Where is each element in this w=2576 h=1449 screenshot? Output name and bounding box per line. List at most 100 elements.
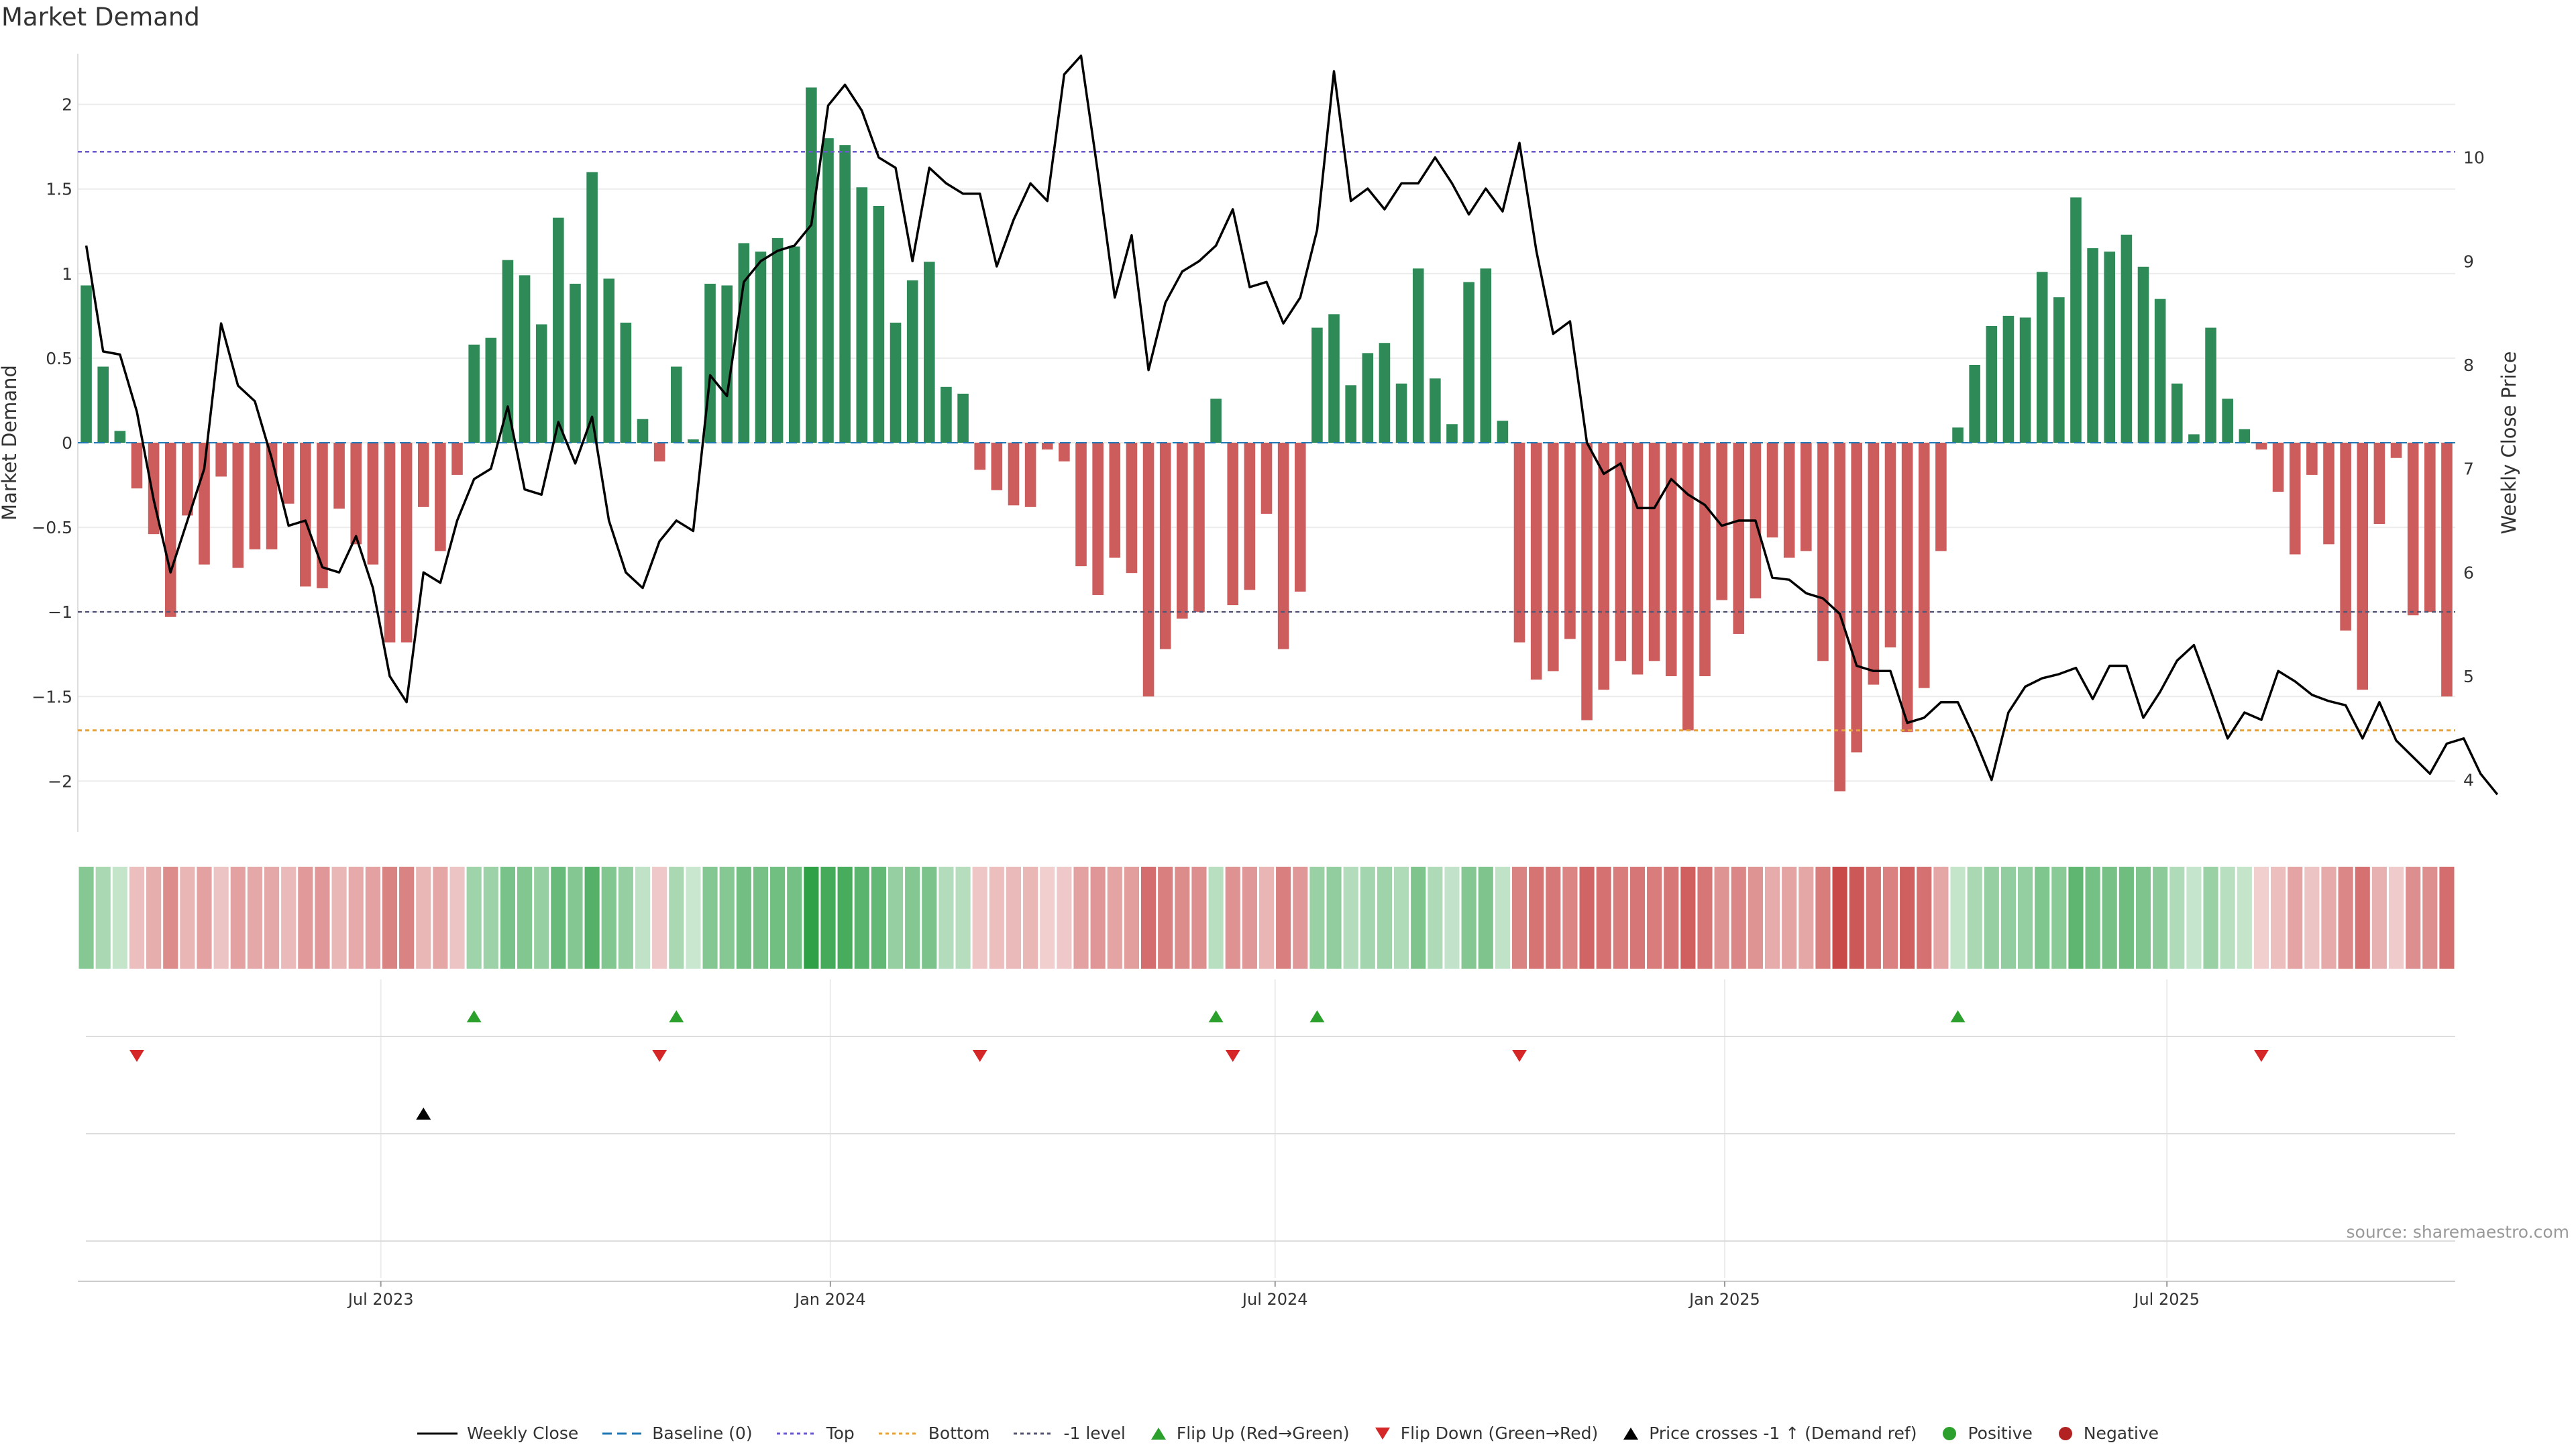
heat-cell <box>635 867 651 969</box>
demand-bar <box>2036 272 2048 443</box>
heat-cell <box>1158 867 1173 969</box>
demand-bar <box>1059 443 1070 462</box>
demand-bar <box>1075 443 1087 567</box>
heat-cell <box>382 867 398 969</box>
demand-bar <box>80 285 92 443</box>
demand-bar <box>957 393 969 443</box>
heat-cell <box>1293 867 1308 969</box>
heat-cell <box>1933 867 1949 969</box>
demand-bar <box>1159 443 1171 649</box>
heat-cell <box>1882 867 1898 969</box>
legend-item-cross: Price crosses -1 ↑ (Demand ref) <box>1622 1424 1917 1443</box>
demand-bar <box>1008 443 1020 506</box>
legend-label: Price crosses -1 ↑ (Demand ref) <box>1649 1424 1917 1443</box>
heat-cell <box>1596 867 1611 969</box>
heat-cell <box>1309 867 1325 969</box>
heat-cell <box>2153 867 2168 969</box>
heat-cell <box>1411 867 1426 969</box>
heat-cell <box>2169 867 2185 969</box>
heat-cell <box>618 867 633 969</box>
demand-bar <box>1126 443 1138 574</box>
heat-cell <box>702 867 718 969</box>
heat-cell <box>888 867 904 969</box>
demand-bar <box>553 217 564 443</box>
demand-bar <box>1345 385 1356 443</box>
heat-cell <box>804 867 819 969</box>
legend-symbol-top <box>776 1432 817 1434</box>
demand-bar <box>1362 353 1374 443</box>
heat-cell <box>2220 867 2235 969</box>
demand-bar <box>1530 443 1542 680</box>
demand-bar <box>535 324 547 443</box>
heat-cell <box>1629 867 1646 969</box>
demand-bar <box>97 366 109 443</box>
demand-bar <box>755 252 767 443</box>
y2-tick-label: 4 <box>2463 771 2474 790</box>
heat-cell <box>146 867 162 969</box>
legend-symbol-baseline <box>602 1432 643 1434</box>
demand-bar <box>2121 234 2133 443</box>
demand-bar <box>637 419 649 443</box>
demand-bar <box>1395 383 1407 443</box>
legend-symbol-weekly_close <box>417 1432 458 1434</box>
heat-cell <box>2118 867 2134 969</box>
heat-cell <box>1647 867 1662 969</box>
y-tick-label: −0.5 <box>32 518 72 537</box>
heat-cell <box>2051 867 2067 969</box>
demand-bar <box>1328 314 1340 443</box>
heat-cell <box>1529 867 1544 969</box>
demand-bar <box>1766 443 1778 538</box>
heat-cell <box>1444 867 1460 969</box>
heat-cell <box>1764 867 1780 969</box>
heat-cell <box>1579 867 1595 969</box>
heat-cell <box>1225 867 1240 969</box>
demand-bar <box>215 443 227 477</box>
heat-cell <box>416 867 431 969</box>
heat-cell <box>736 867 751 969</box>
demand-bar <box>2188 434 2200 443</box>
demand-bar <box>282 443 294 504</box>
heat-cell <box>1073 867 1089 969</box>
heat-cell <box>922 867 937 969</box>
heat-cell <box>1394 867 1409 969</box>
heat-cell <box>78 867 94 969</box>
heat-cell <box>2135 867 2151 969</box>
heat-cell <box>281 867 297 969</box>
heat-cell <box>2035 867 2050 969</box>
chart-title: Market Demand <box>1 3 200 32</box>
legend-item-flip_up: Flip Up (Red→Green) <box>1150 1424 1350 1443</box>
demand-bar <box>2340 443 2351 631</box>
flip-up-marker <box>1309 1010 1325 1022</box>
demand-bar <box>2104 252 2116 443</box>
y-tick-label: 1.5 <box>46 180 72 199</box>
heat-cell <box>213 867 229 969</box>
heat-cell <box>1124 867 1139 969</box>
heat-cell <box>1799 867 1814 969</box>
demand-bar <box>839 145 851 443</box>
heat-cell <box>1511 867 1527 969</box>
demand-bar <box>1733 443 1745 634</box>
demand-bar <box>2306 443 2318 475</box>
demand-bar <box>1430 378 1441 443</box>
heat-cell <box>449 867 465 969</box>
demand-bar <box>1379 343 1391 443</box>
heat-cell <box>2000 867 2016 969</box>
heat-cell <box>1782 867 1797 969</box>
heat-cell <box>1242 867 1257 969</box>
heat-cell <box>1664 867 1679 969</box>
demand-bar <box>924 262 935 443</box>
source-note: source: sharemaestro.com <box>2346 1222 2570 1242</box>
demand-bar <box>2323 443 2334 545</box>
legend-item-top: Top <box>776 1424 855 1443</box>
demand-bar <box>1142 443 1155 697</box>
demand-bar <box>435 443 446 551</box>
heat-cell <box>399 867 415 969</box>
legend-label: Positive <box>1968 1424 2033 1443</box>
flip-down-marker <box>1512 1050 1527 1062</box>
demand-bar <box>2407 443 2419 616</box>
heat-cell <box>2186 867 2202 969</box>
demand-bar <box>771 237 784 443</box>
heat-cell <box>770 867 786 969</box>
heat-cell <box>652 867 667 969</box>
heat-cell <box>1815 867 1831 969</box>
